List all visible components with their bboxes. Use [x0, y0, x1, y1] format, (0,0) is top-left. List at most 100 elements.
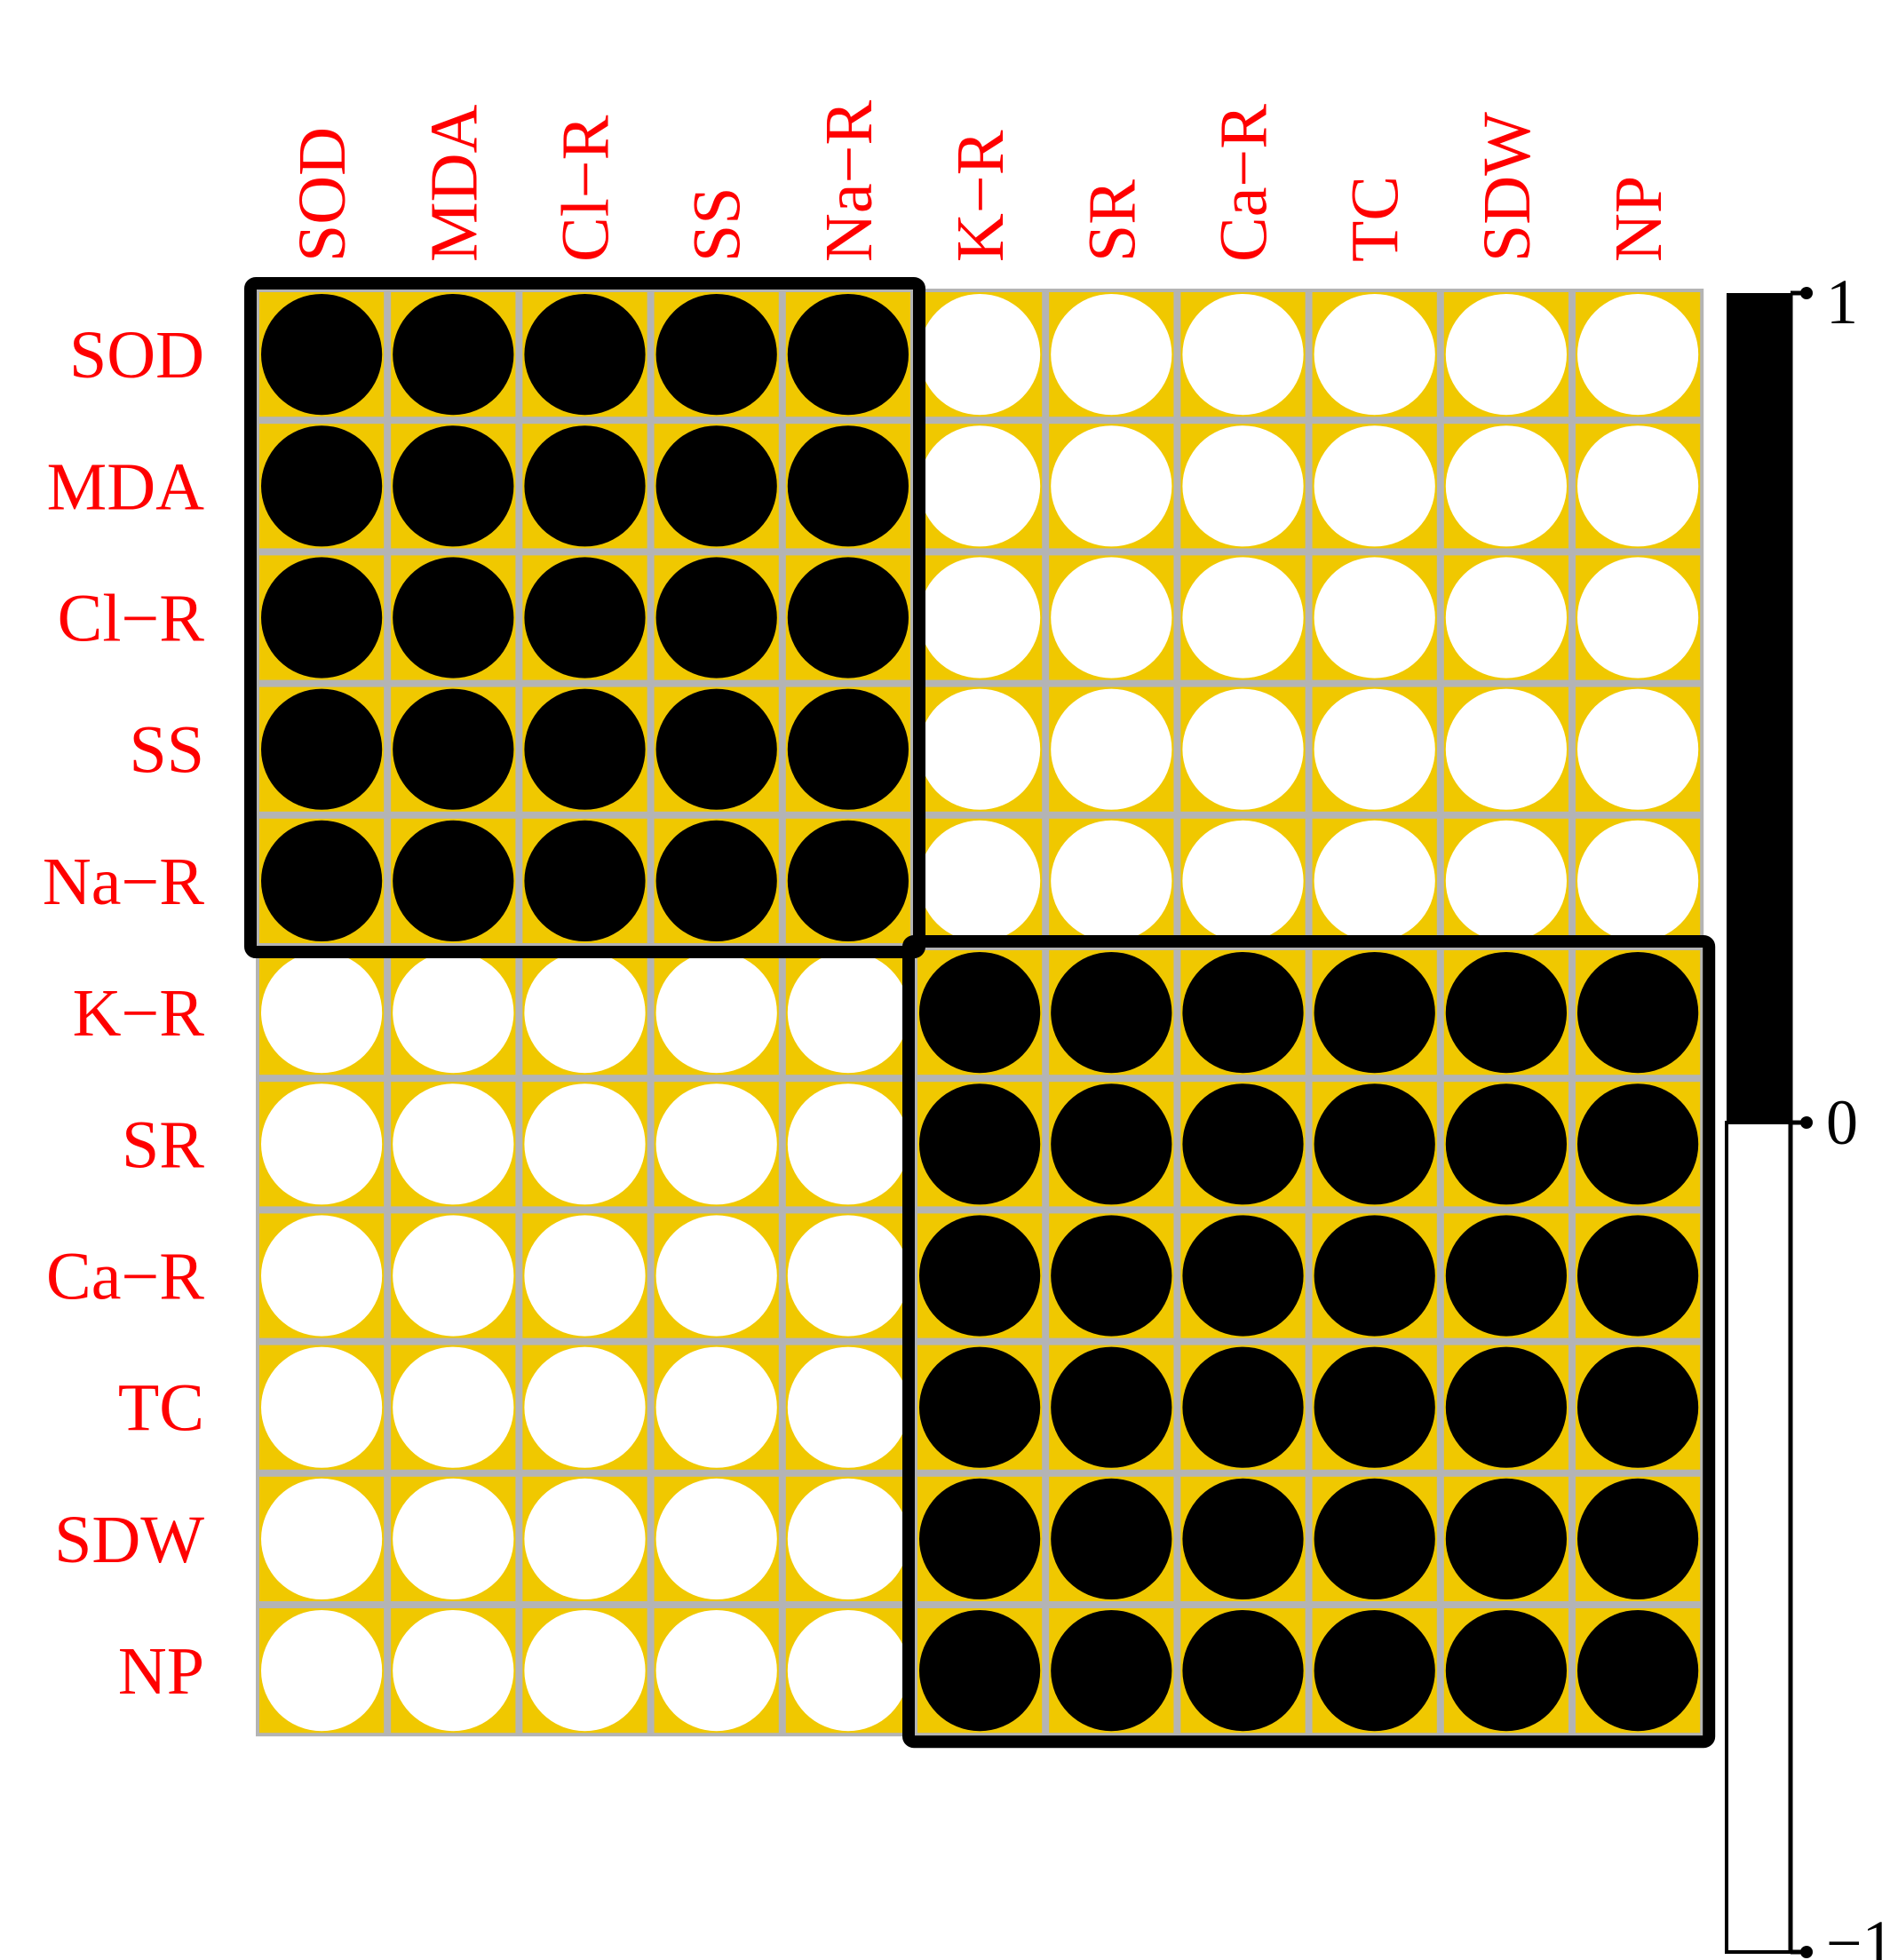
correlation-circle-9-9: [1445, 1478, 1567, 1599]
correlation-circle-10-1: [393, 1610, 514, 1732]
correlation-circle-2-3: [655, 557, 777, 678]
correlation-circle-0-2: [524, 294, 646, 416]
correlation-circle-6-9: [1445, 1083, 1567, 1205]
correlation-circle-8-6: [1051, 1346, 1172, 1468]
correlation-circle-9-4: [787, 1478, 909, 1599]
correlation-circle-9-8: [1314, 1478, 1435, 1599]
row-labels: SOD MDA Cl−R SS Na−R K−R SR Ca−R TC SDW NP: [43, 318, 204, 1709]
correlation-circle-2-0: [261, 557, 383, 678]
correlation-circle-5-6: [1051, 952, 1172, 1074]
correlation-circle-2-7: [1182, 557, 1304, 678]
correlation-circle-8-2: [524, 1346, 646, 1468]
correlation-circle-7-2: [524, 1215, 646, 1337]
correlation-circle-8-8: [1314, 1346, 1435, 1468]
correlation-circle-8-5: [919, 1346, 1041, 1468]
correlation-circle-9-2: [524, 1478, 646, 1599]
correlation-circle-9-3: [655, 1478, 777, 1599]
correlation-circle-2-6: [1051, 557, 1172, 678]
correlation-circle-0-8: [1314, 294, 1435, 416]
correlation-circle-10-8: [1314, 1610, 1435, 1732]
correlation-circle-3-6: [1051, 688, 1172, 810]
column-label-4: Na−R: [812, 100, 886, 262]
row-label-1: MDA: [47, 449, 204, 524]
correlation-circle-4-8: [1314, 820, 1435, 941]
correlation-circle-7-5: [919, 1215, 1041, 1337]
correlation-circle-6-4: [787, 1083, 909, 1205]
correlation-circle-0-3: [655, 294, 777, 416]
correlation-circle-6-0: [261, 1083, 383, 1205]
correlation-circle-5-10: [1577, 952, 1699, 1074]
row-label-9: SDW: [54, 1503, 204, 1577]
column-label-7: Ca−R: [1207, 104, 1282, 262]
correlation-circle-2-10: [1577, 557, 1699, 678]
correlation-circle-9-1: [393, 1478, 514, 1599]
correlation-circle-8-3: [655, 1346, 777, 1468]
correlation-circle-3-0: [261, 688, 383, 810]
correlation-circle-8-4: [787, 1346, 909, 1468]
correlation-circle-5-2: [524, 952, 646, 1074]
correlation-circle-0-0: [261, 294, 383, 416]
row-label-5: K−R: [73, 976, 205, 1051]
column-label-2: Cl−R: [549, 115, 623, 262]
correlation-circle-3-4: [787, 688, 909, 810]
correlation-cells: [256, 289, 1704, 1737]
correlation-circle-8-0: [261, 1346, 383, 1468]
correlation-circle-4-3: [655, 820, 777, 941]
correlation-circle-9-7: [1182, 1478, 1304, 1599]
correlation-circle-10-3: [655, 1610, 777, 1732]
correlation-circle-7-10: [1577, 1215, 1699, 1337]
correlation-circle-6-6: [1051, 1083, 1172, 1205]
correlation-circle-7-9: [1445, 1215, 1567, 1337]
correlation-circle-10-7: [1182, 1610, 1304, 1732]
correlation-circle-7-8: [1314, 1215, 1435, 1337]
cluster-boxes: [244, 277, 1716, 1749]
column-label-8: TC: [1338, 176, 1413, 262]
correlation-circle-8-9: [1445, 1346, 1567, 1468]
correlation-circle-8-10: [1577, 1346, 1699, 1468]
correlation-circle-9-10: [1577, 1478, 1699, 1599]
correlation-circle-10-4: [787, 1610, 909, 1732]
correlation-circle-1-10: [1577, 425, 1699, 547]
correlation-circle-7-7: [1182, 1215, 1304, 1337]
correlation-circle-6-8: [1314, 1083, 1435, 1205]
column-label-0: SOD: [285, 127, 360, 262]
correlation-circle-7-3: [655, 1215, 777, 1337]
correlation-circle-5-9: [1445, 952, 1567, 1074]
correlation-circle-5-5: [919, 952, 1041, 1074]
row-label-3: SS: [129, 713, 204, 788]
correlation-circle-7-1: [393, 1215, 514, 1337]
correlation-circle-0-5: [919, 294, 1041, 416]
column-label-9: SDW: [1470, 112, 1545, 262]
correlation-circle-4-6: [1051, 820, 1172, 941]
correlation-circle-1-2: [524, 425, 646, 547]
correlation-circle-10-0: [261, 1610, 383, 1732]
correlation-circle-9-0: [261, 1478, 383, 1599]
correlation-circle-1-4: [787, 425, 909, 547]
correlation-circle-10-2: [524, 1610, 646, 1732]
row-label-7: Ca−R: [46, 1240, 204, 1314]
correlation-circle-4-1: [393, 820, 514, 941]
cluster-box-1: [902, 935, 1716, 1749]
colorbar-tick-dot-1: [1800, 1116, 1813, 1129]
column-label-3: SS: [680, 186, 755, 262]
correlation-circle-4-9: [1445, 820, 1567, 941]
correlation-circle-2-1: [393, 557, 514, 678]
correlation-circle-3-3: [655, 688, 777, 810]
correlation-circle-5-3: [655, 952, 777, 1074]
column-label-6: SR: [1075, 179, 1149, 262]
colorbar-tick-dot-0: [1800, 287, 1813, 299]
column-labels: SOD MDA Cl−R SS Na−R K−R SR Ca−R TC SDW NP: [285, 100, 1676, 262]
row-label-2: Cl−R: [58, 582, 205, 656]
correlation-circle-10-6: [1051, 1610, 1172, 1732]
colorbar-tick-label-1: 0: [1826, 1087, 1858, 1158]
correlation-circle-4-0: [261, 820, 383, 941]
correlation-circle-3-8: [1314, 688, 1435, 810]
colorbar-positive: [1727, 293, 1791, 1123]
correlation-circle-2-8: [1314, 557, 1435, 678]
correlation-circle-0-4: [787, 294, 909, 416]
row-label-4: Na−R: [43, 845, 204, 919]
correlation-circle-3-9: [1445, 688, 1567, 810]
correlation-circle-10-5: [919, 1610, 1041, 1732]
correlation-circle-2-5: [919, 557, 1041, 678]
